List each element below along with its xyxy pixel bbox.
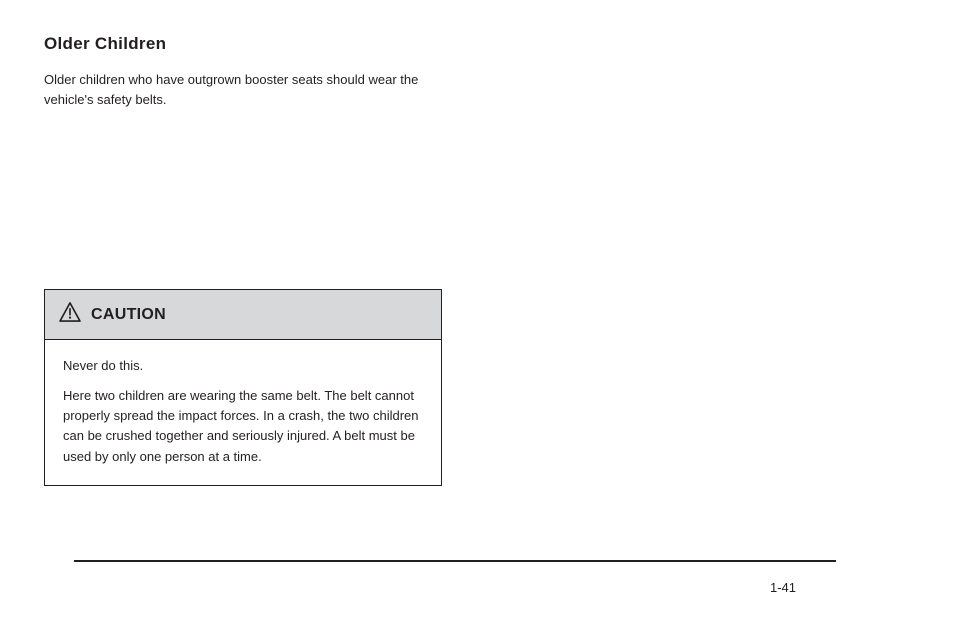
page-number: 1-41 [770, 580, 796, 595]
caution-label: CAUTION [91, 306, 166, 324]
warning-icon [59, 302, 81, 327]
footer-rule [74, 560, 836, 562]
right-column [470, 131, 868, 486]
page-content: Older Children Older children who have o… [44, 34, 910, 486]
intro-paragraph: Older children who have outgrown booster… [44, 70, 442, 109]
caution-box: CAUTION Never do this. Here two children… [44, 289, 442, 486]
caution-paragraph-1: Never do this. [63, 356, 423, 376]
caution-paragraph-2: Here two children are wearing the same b… [63, 386, 423, 467]
caution-header: CAUTION [45, 290, 441, 340]
two-column-layout: CAUTION Never do this. Here two children… [44, 131, 910, 486]
left-column: CAUTION Never do this. Here two children… [44, 131, 442, 486]
caution-body: Never do this. Here two children are wea… [45, 340, 441, 485]
section-heading: Older Children [44, 34, 910, 54]
